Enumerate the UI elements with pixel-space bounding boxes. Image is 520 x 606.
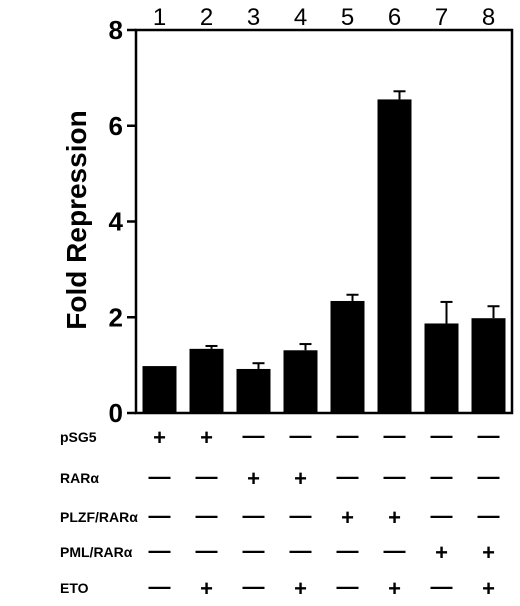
bar-1 xyxy=(142,366,177,413)
bar-3 xyxy=(236,368,271,413)
condition-sign-0-4: — xyxy=(337,423,359,448)
condition-sign-0-1: + xyxy=(200,425,213,450)
condition-sign-3-4: — xyxy=(337,538,359,563)
condition-sign-4-7: + xyxy=(482,576,495,601)
y-tick-label-4: 4 xyxy=(109,207,124,237)
condition-sign-1-5: — xyxy=(384,464,406,489)
lane-label-7: 7 xyxy=(435,4,448,31)
lane-number-labels: 1 2 3 4 5 6 7 8 xyxy=(153,4,495,31)
condition-sign-0-2: — xyxy=(243,423,265,448)
condition-sign-2-5: + xyxy=(388,505,401,530)
condition-sign-3-3: — xyxy=(290,538,312,563)
lane-label-1: 1 xyxy=(153,4,166,31)
lane-label-4: 4 xyxy=(294,4,307,31)
bar-7 xyxy=(424,323,459,413)
condition-sign-3-6: + xyxy=(435,540,448,565)
condition-sign-2-6: — xyxy=(431,503,453,528)
condition-sign-4-4: — xyxy=(337,574,359,599)
condition-sign-3-5: — xyxy=(384,538,406,563)
lane-label-5: 5 xyxy=(341,4,354,31)
y-axis-ticks: 0 2 4 6 8 xyxy=(109,15,136,428)
lane-label-3: 3 xyxy=(247,4,260,31)
condition-sign-1-1: — xyxy=(196,464,218,489)
condition-sign-2-7: — xyxy=(478,503,500,528)
condition-label-3: PML/RARα xyxy=(60,544,133,560)
bar-8 xyxy=(471,318,506,413)
condition-sign-1-7: — xyxy=(478,464,500,489)
bar-4 xyxy=(283,350,318,413)
bars xyxy=(142,99,506,413)
condition-label-1: RARα xyxy=(60,470,99,486)
condition-sign-2-2: — xyxy=(243,503,265,528)
condition-label-4: ETO xyxy=(60,580,89,596)
bar-2 xyxy=(189,348,224,413)
condition-sign-2-0: — xyxy=(149,503,171,528)
condition-sign-2-1: — xyxy=(196,503,218,528)
condition-sign-0-7: — xyxy=(478,423,500,448)
condition-sign-0-0: + xyxy=(153,425,166,450)
condition-sign-3-1: — xyxy=(196,538,218,563)
lane-label-6: 6 xyxy=(388,4,401,31)
condition-label-2: PLZF/RARα xyxy=(60,509,138,525)
y-tick-label-2: 2 xyxy=(109,302,123,332)
y-tick-label-8: 8 xyxy=(109,15,123,45)
condition-sign-4-2: — xyxy=(243,574,265,599)
condition-sign-3-2: — xyxy=(243,538,265,563)
condition-sign-4-0: — xyxy=(149,574,171,599)
condition-sign-3-7: + xyxy=(482,540,495,565)
condition-sign-2-4: + xyxy=(341,505,354,530)
bar-6 xyxy=(377,99,412,413)
condition-sign-1-6: — xyxy=(431,464,453,489)
lane-label-8: 8 xyxy=(482,4,495,31)
condition-label-0: pSG5 xyxy=(60,429,97,445)
y-tick-label-6: 6 xyxy=(109,111,123,141)
condition-sign-1-4: — xyxy=(337,464,359,489)
condition-sign-4-1: + xyxy=(200,576,213,601)
y-tick-label-0: 0 xyxy=(109,398,123,428)
condition-sign-0-5: — xyxy=(384,423,406,448)
condition-sign-3-0: — xyxy=(149,538,171,563)
lane-label-2: 2 xyxy=(200,4,213,31)
bar-5 xyxy=(330,300,365,413)
condition-sign-0-3: — xyxy=(290,423,312,448)
condition-sign-4-5: + xyxy=(388,576,401,601)
y-axis-label: Fold Repression xyxy=(61,110,92,329)
condition-sign-0-6: — xyxy=(431,423,453,448)
condition-table: pSG5 + + — — — — — — RARα — — + + — — — — PLZF/RARα — — — — + + —… xyxy=(60,423,500,601)
condition-sign-1-3: + xyxy=(294,466,307,491)
condition-sign-4-6: — xyxy=(431,574,453,599)
condition-sign-2-3: — xyxy=(290,503,312,528)
condition-sign-4-3: + xyxy=(294,576,307,601)
condition-sign-1-0: — xyxy=(149,464,171,489)
error-bars xyxy=(205,90,500,369)
condition-sign-1-2: + xyxy=(247,466,260,491)
